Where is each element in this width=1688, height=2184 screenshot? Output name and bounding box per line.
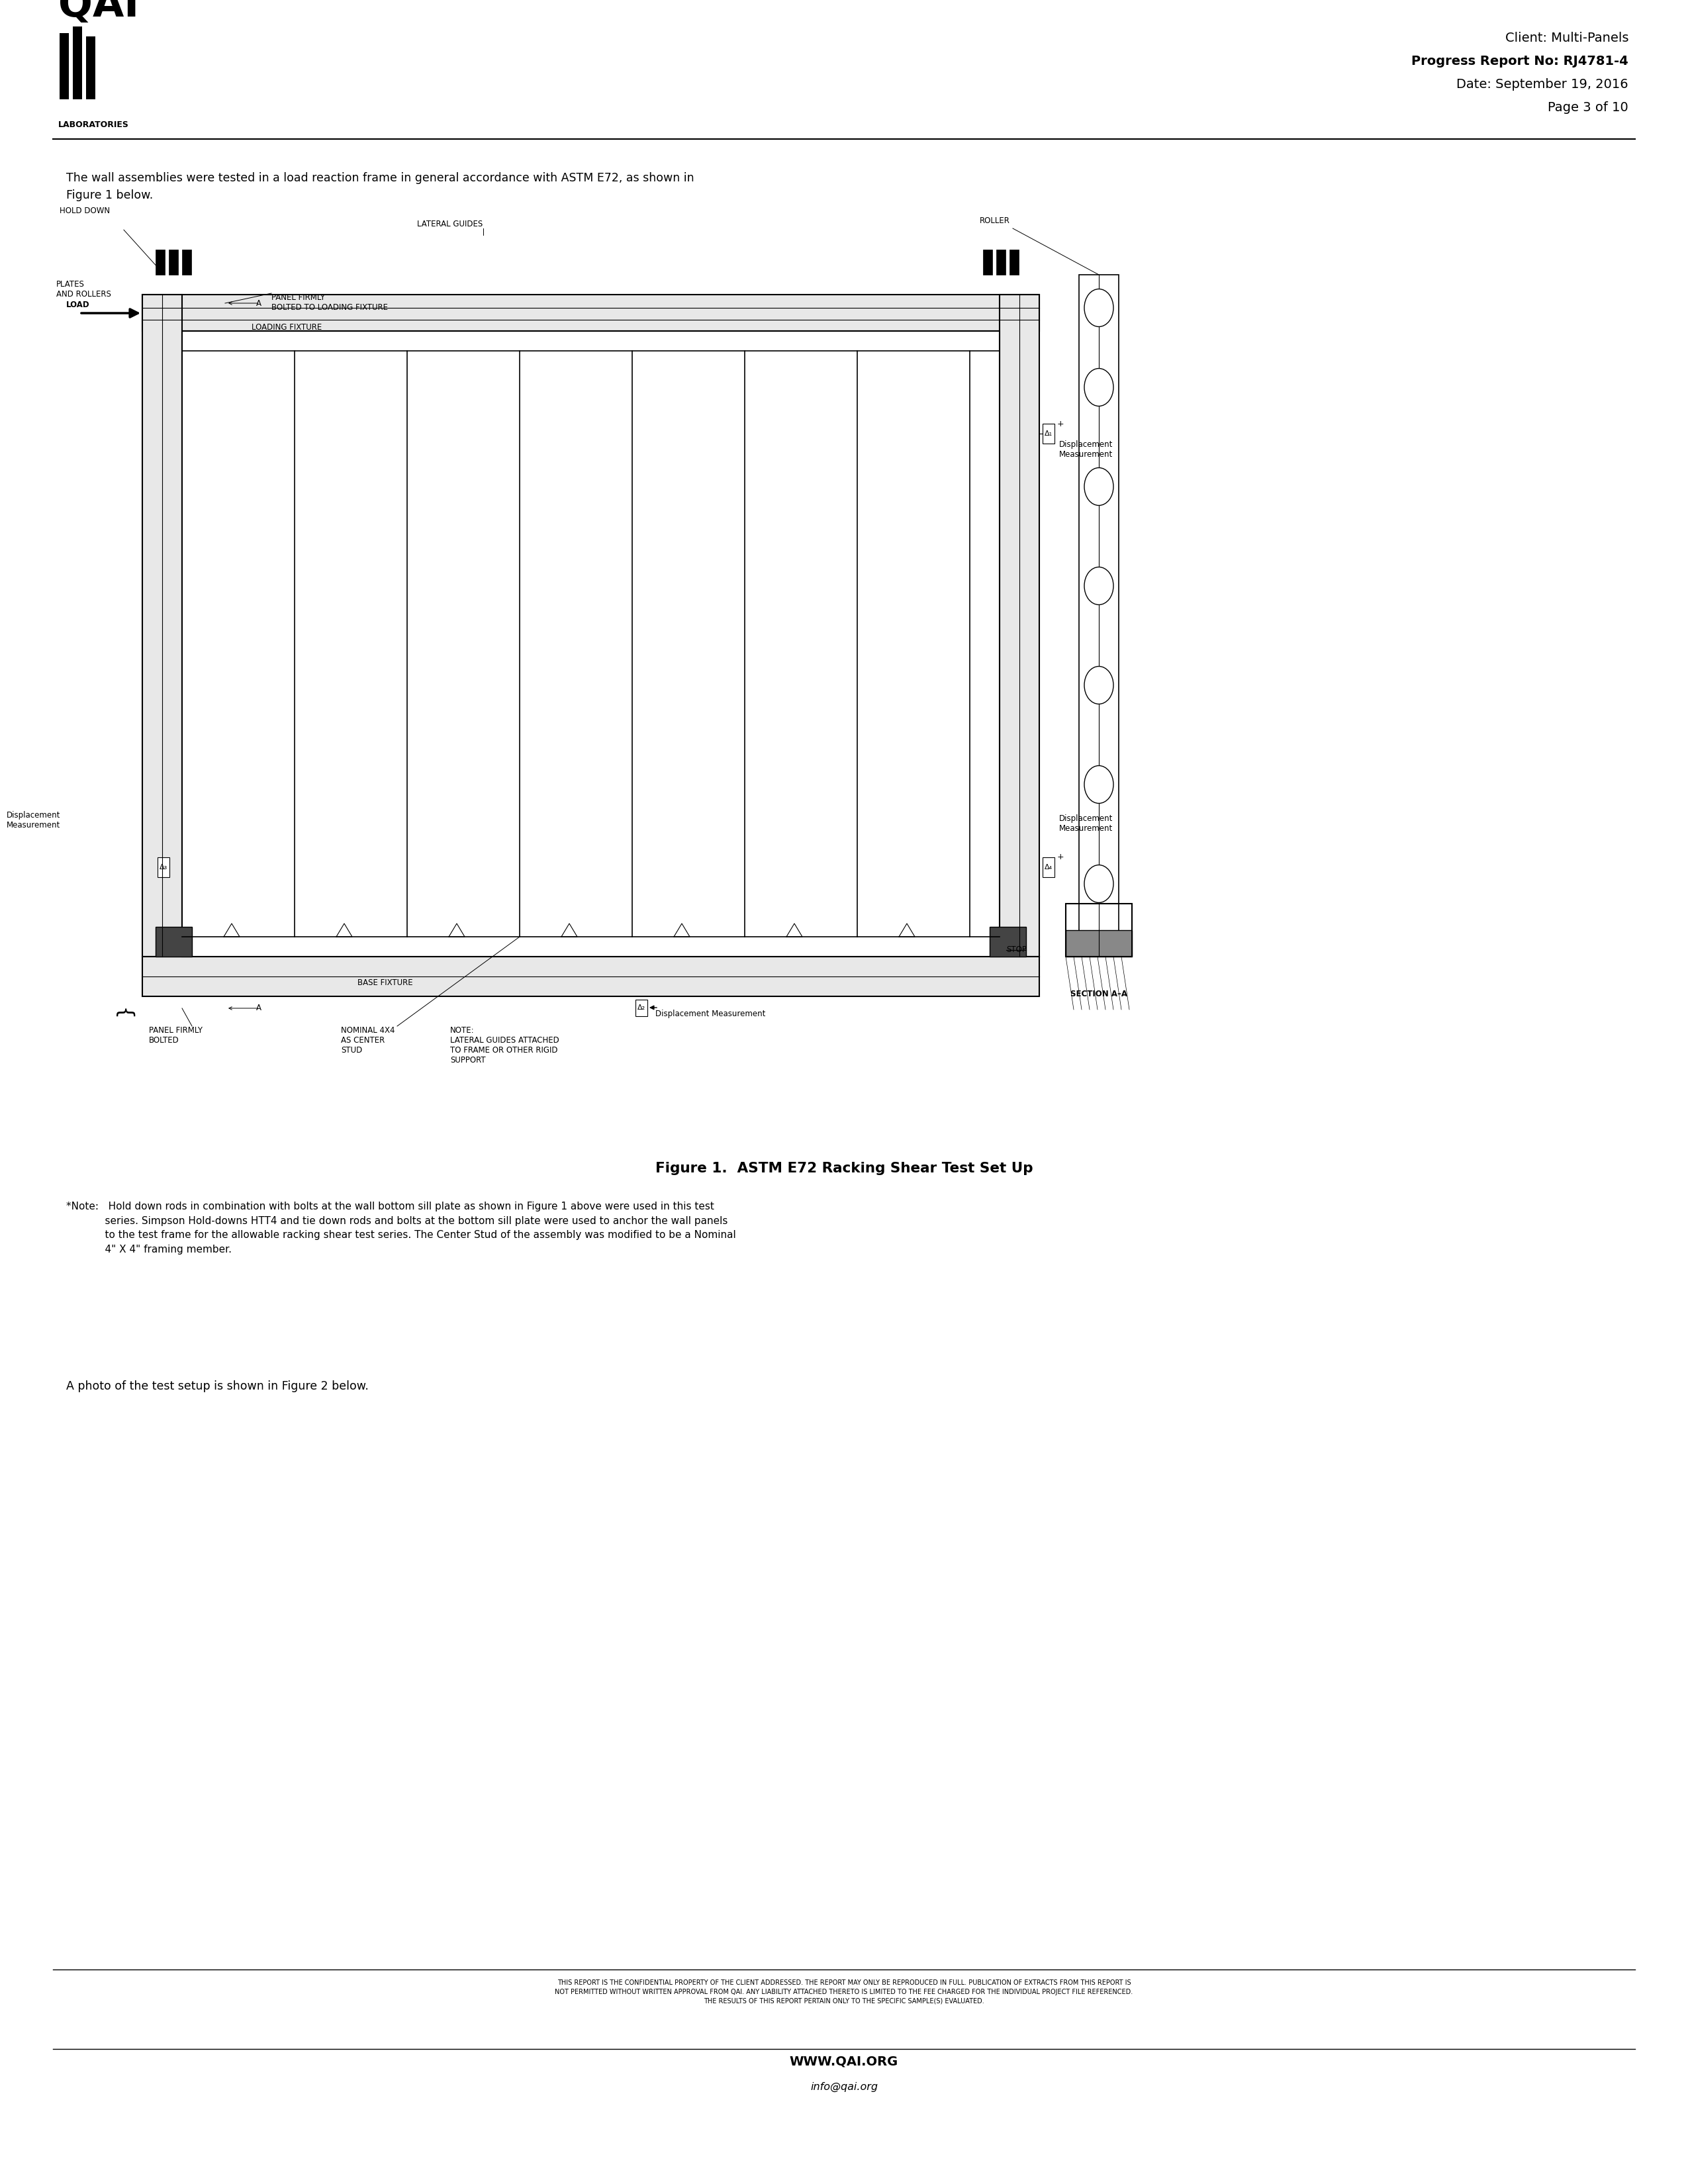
Bar — [1009, 249, 1020, 275]
Text: NOMINAL 4X4
AS CENTER
STUD: NOMINAL 4X4 AS CENTER STUD — [341, 1026, 395, 1055]
Text: +: + — [1057, 854, 1063, 863]
Text: THIS REPORT IS THE CONFIDENTIAL PROPERTY OF THE CLIENT ADDRESSED. THE REPORT MAY: THIS REPORT IS THE CONFIDENTIAL PROPERTY… — [555, 1979, 1133, 2005]
Bar — [169, 249, 177, 275]
Text: Δ₃: Δ₃ — [159, 865, 167, 871]
Circle shape — [1084, 568, 1114, 605]
Text: LOADING FIXTURE: LOADING FIXTURE — [252, 323, 322, 332]
Bar — [1043, 424, 1055, 443]
Text: A photo of the test setup is shown in Figure 2 below.: A photo of the test setup is shown in Fi… — [66, 1380, 368, 1391]
Bar — [182, 249, 191, 275]
Bar — [142, 957, 1040, 996]
Text: LABORATORIES: LABORATORIES — [59, 120, 128, 129]
Text: Client: Multi-Panels: Client: Multi-Panels — [1506, 33, 1629, 44]
Bar — [982, 249, 993, 275]
Bar — [996, 249, 1006, 275]
Circle shape — [1084, 288, 1114, 328]
Text: The wall assemblies were tested in a load reaction frame in general accordance w: The wall assemblies were tested in a loa… — [66, 173, 694, 201]
Text: STOP: STOP — [1006, 946, 1026, 954]
Bar — [999, 295, 1040, 957]
Text: LOAD: LOAD — [66, 301, 89, 310]
Text: NOTE:
LATERAL GUIDES ATTACHED
TO FRAME OR OTHER RIGID
SUPPORT: NOTE: LATERAL GUIDES ATTACHED TO FRAME O… — [451, 1026, 559, 1064]
Text: info@qai.org: info@qai.org — [810, 2081, 878, 2092]
Text: SECTION A–A: SECTION A–A — [1070, 989, 1128, 998]
Text: A: A — [257, 299, 262, 308]
Bar — [142, 295, 1040, 332]
Text: ROLLER: ROLLER — [979, 216, 1009, 225]
Text: PANEL FIRMLY
BOLTED TO LOADING FIXTURE: PANEL FIRMLY BOLTED TO LOADING FIXTURE — [272, 293, 388, 312]
Text: }: } — [115, 1002, 133, 1016]
Bar — [1065, 904, 1133, 957]
Text: WWW.QAI.ORG: WWW.QAI.ORG — [790, 2055, 898, 2068]
Text: *Note:   Hold down rods in combination with bolts at the wall bottom sill plate : *Note: Hold down rods in combination wit… — [66, 1201, 736, 1254]
Text: Displacement
Measurement: Displacement Measurement — [7, 810, 61, 830]
Circle shape — [1084, 767, 1114, 804]
Text: Page 3 of 10: Page 3 of 10 — [1548, 100, 1629, 114]
Circle shape — [1084, 666, 1114, 703]
Text: A: A — [257, 1005, 262, 1013]
Text: BASE FIXTURE: BASE FIXTURE — [358, 978, 414, 987]
Text: Δ₁: Δ₁ — [1045, 430, 1053, 437]
Text: PANEL FIRMLY
BOLTED: PANEL FIRMLY BOLTED — [149, 1026, 203, 1044]
Bar — [73, 26, 83, 98]
Bar — [989, 926, 1026, 957]
Text: +: + — [1057, 419, 1063, 428]
Bar — [155, 249, 165, 275]
Text: Displacement
Measurement: Displacement Measurement — [1058, 815, 1112, 832]
Bar — [157, 858, 169, 878]
Text: LATERAL GUIDES: LATERAL GUIDES — [417, 221, 483, 229]
Bar — [142, 295, 182, 957]
Bar — [1065, 930, 1133, 957]
Text: Progress Report No: RJ4781-4: Progress Report No: RJ4781-4 — [1411, 55, 1629, 68]
Text: Δ₄: Δ₄ — [1045, 865, 1053, 871]
Text: Δ₂: Δ₂ — [638, 1005, 645, 1011]
Circle shape — [1084, 865, 1114, 902]
Bar — [59, 33, 69, 98]
Bar — [182, 332, 999, 957]
Bar — [1079, 275, 1119, 957]
Text: Date: September 19, 2016: Date: September 19, 2016 — [1457, 79, 1629, 92]
Bar — [635, 1000, 648, 1016]
Circle shape — [1084, 369, 1114, 406]
Bar — [155, 926, 192, 957]
Text: QAI: QAI — [59, 0, 138, 26]
Text: HOLD DOWN: HOLD DOWN — [59, 207, 110, 216]
Text: Displacement Measurement: Displacement Measurement — [655, 1009, 765, 1018]
Bar — [86, 37, 95, 98]
Text: Displacement
Measurement: Displacement Measurement — [1058, 441, 1112, 459]
Circle shape — [1084, 467, 1114, 505]
Text: PLATES
AND ROLLERS: PLATES AND ROLLERS — [56, 280, 111, 299]
Bar — [1043, 858, 1055, 878]
Text: Figure 1.  ASTM E72 Racking Shear Test Set Up: Figure 1. ASTM E72 Racking Shear Test Se… — [655, 1162, 1033, 1175]
